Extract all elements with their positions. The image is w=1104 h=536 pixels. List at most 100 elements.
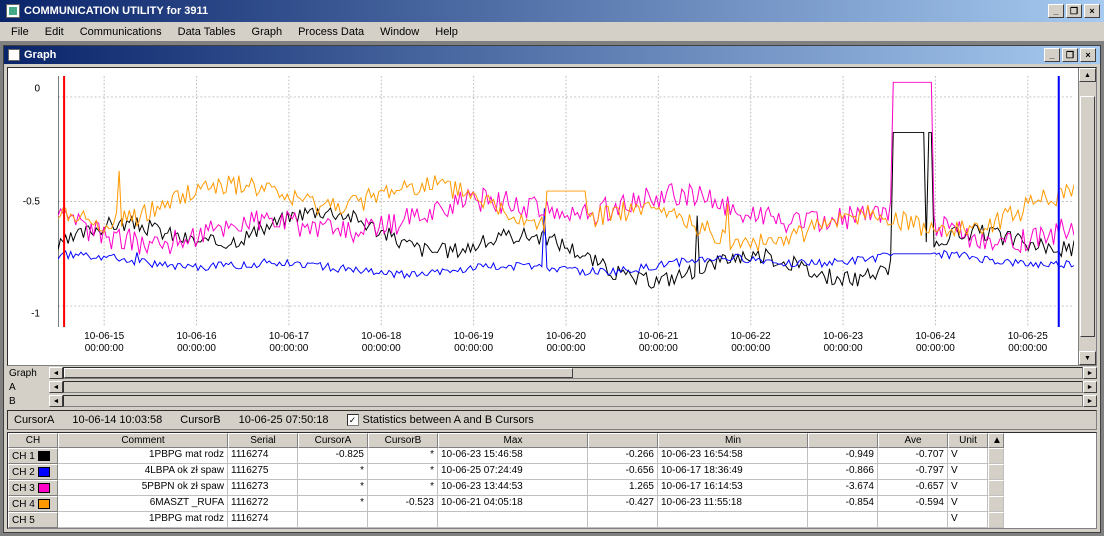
table-scroll-track[interactable] [988,480,1004,496]
min-date-cell [658,512,808,528]
column-header[interactable]: Comment [58,433,228,448]
hscroll-left-button[interactable]: ◄ [49,367,63,379]
table-row[interactable]: CH 35PBPN ok zł spaw1116273**10-06-23 13… [8,480,1096,496]
hscroll-a-row: A ◄ ► [7,380,1097,394]
ave-cell: -0.797 [878,464,948,480]
ytick-label: -0.5 [23,196,40,207]
y-axis: 0 -0.5 -1 [14,68,44,335]
inner-restore-button[interactable]: ❐ [1062,48,1078,62]
xtick-label: 10-06-1900:00:00 [427,331,519,361]
hscroll-b-track[interactable] [63,395,1083,407]
cursor-a-cell: * [298,496,368,512]
menu-graph[interactable]: Graph [245,24,290,40]
cursor-a-cell: -0.825 [298,448,368,464]
xtick-label: 10-06-1500:00:00 [58,331,150,361]
hscroll-graph-thumb[interactable] [64,368,573,378]
menu-communications[interactable]: Communications [73,24,169,40]
comment-cell: 6MASZT _RUFA [58,496,228,512]
menu-datatables[interactable]: Data Tables [171,24,243,40]
hscroll-a-track[interactable] [63,381,1083,393]
table-scroll-track[interactable] [988,464,1004,480]
max-date-cell [438,512,588,528]
xtick-label: 10-06-1700:00:00 [243,331,335,361]
hscroll-b-right-button[interactable]: ► [1083,395,1097,407]
cursor-b-cell [368,512,438,528]
column-header[interactable] [588,433,658,448]
stats-checkbox[interactable]: ✓ [347,414,359,426]
minimize-button[interactable]: _ [1048,4,1064,18]
channel-cell: CH 3 [8,480,58,496]
serial-cell: 1116275 [228,464,298,480]
column-header[interactable]: Min [658,433,808,448]
table-row[interactable]: CH 11PBPG mat rodz1116274-0.825*10-06-23… [8,448,1096,464]
table-scroll-track[interactable] [988,496,1004,512]
column-header[interactable]: CursorA [298,433,368,448]
min-value-cell: -3.674 [808,480,878,496]
inner-close-button[interactable]: × [1080,48,1096,62]
column-header[interactable]: Serial [228,433,298,448]
hscroll-graph-track[interactable] [63,367,1083,379]
column-header[interactable]: Ave [878,433,948,448]
table-header: CHCommentSerialCursorACursorBMax Min AveUn… [8,433,1096,448]
menu-edit[interactable]: Edit [38,24,71,40]
min-date-cell: 10-06-17 16:14:53 [658,480,808,496]
cursor-a-label: CursorA [14,414,54,426]
ytick-label: -1 [31,308,40,319]
column-header[interactable]: CursorB [368,433,438,448]
chart-vscroll[interactable]: ▲ ▼ [1078,68,1096,365]
plot-area[interactable] [58,76,1074,327]
scroll-down-button[interactable]: ▼ [1079,351,1096,365]
table-row[interactable]: CH 24LBPA ok zł spaw1116275**10-06-25 07… [8,464,1096,480]
channel-cell: CH 1 [8,448,58,464]
channel-cell: CH 4 [8,496,58,512]
menu-help[interactable]: Help [428,24,465,40]
column-header[interactable]: CH [8,433,58,448]
channel-table: CHCommentSerialCursorACursorBMax Min AveUn… [7,432,1097,529]
max-value-cell: 1.265 [588,480,658,496]
min-date-cell: 10-06-23 16:54:58 [658,448,808,464]
close-button[interactable]: × [1084,4,1100,18]
max-date-cell: 10-06-25 07:24:49 [438,464,588,480]
channel-color-swatch [38,467,50,477]
xtick-label: 10-06-2300:00:00 [797,331,889,361]
chart-main[interactable]: 0 -0.5 -1 10-06-1500:00:0010-06-1600:00:… [8,68,1078,365]
table-scroll-track[interactable] [988,448,1004,464]
graph-window-title: Graph [24,49,56,61]
inner-minimize-button[interactable]: _ [1044,48,1060,62]
menu-window[interactable]: Window [373,24,426,40]
table-scroll-track[interactable] [988,512,1004,528]
menu-file[interactable]: File [4,24,36,40]
menu-processdata[interactable]: Process Data [291,24,371,40]
hscroll-a-right-button[interactable]: ► [1083,381,1097,393]
x-axis: 10-06-1500:00:0010-06-1600:00:0010-06-17… [58,331,1074,361]
scroll-up-button[interactable]: ▲ [1079,68,1096,82]
comment-cell: 1PBPG mat rodz [58,512,228,528]
column-header[interactable] [808,433,878,448]
ave-cell [878,512,948,528]
table-row[interactable]: CH 46MASZT _RUFA1116272*-0.52310-06-21 0… [8,496,1096,512]
column-header[interactable]: Unit [948,433,988,448]
serial-cell: 1116274 [228,448,298,464]
hscroll-a-left-button[interactable]: ◄ [49,381,63,393]
max-date-cell: 10-06-21 04:05:18 [438,496,588,512]
cursor-info-bar: CursorA 10-06-14 10:03:58 CursorB 10-06-… [7,410,1097,430]
ytick-label: 0 [34,84,40,95]
cursor-b-label: CursorB [180,414,220,426]
scroll-thumb[interactable] [1080,96,1095,337]
max-value-cell: -0.656 [588,464,658,480]
hscroll-b-left-button[interactable]: ◄ [49,395,63,407]
xtick-label: 10-06-1600:00:00 [150,331,242,361]
min-value-cell [808,512,878,528]
hscroll-b-row: B ◄ ► [7,394,1097,408]
hscroll-right-button[interactable]: ► [1083,367,1097,379]
column-header[interactable]: Max [438,433,588,448]
graph-window-icon [8,49,20,61]
table-scroll-up-button[interactable]: ▲ [988,433,1004,448]
min-date-cell: 10-06-17 18:36:49 [658,464,808,480]
ave-cell: -0.594 [878,496,948,512]
restore-button[interactable]: ❐ [1066,4,1082,18]
max-value-cell: -0.266 [588,448,658,464]
cursor-b-cell: * [368,480,438,496]
channel-color-swatch [38,499,50,509]
table-row[interactable]: CH 51PBPG mat rodz1116274V [8,512,1096,528]
